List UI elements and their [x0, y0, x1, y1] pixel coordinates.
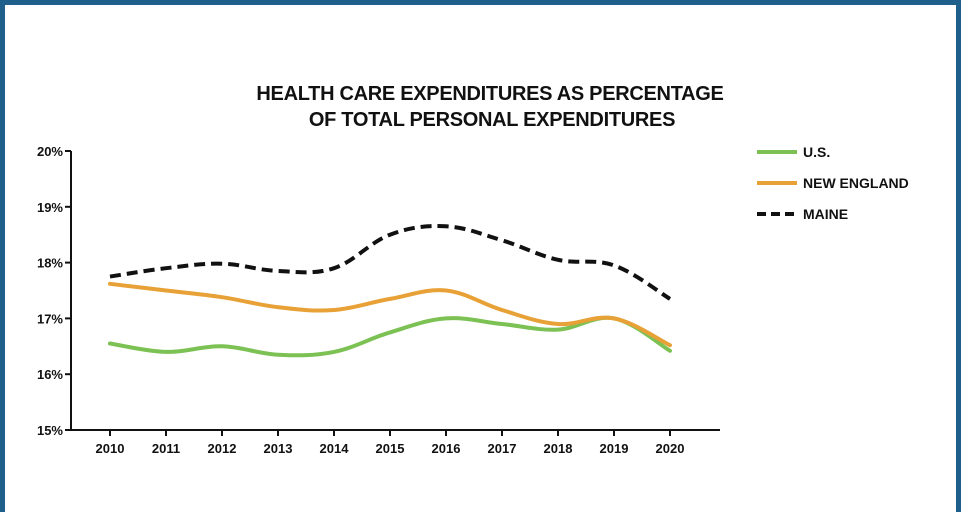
series-line-maine: [109, 224, 672, 301]
x-tick-label: 2020: [656, 441, 685, 456]
y-tick-label: 20%: [37, 144, 63, 159]
chart-title: HEALTH CARE EXPENDITURES AS PERCENTAGE O…: [256, 83, 723, 131]
series-layer: [108, 224, 672, 358]
y-tick-label: 18%: [37, 256, 63, 271]
y-tick-label: 16%: [37, 367, 63, 382]
x-tick-label: 2011: [152, 441, 180, 456]
x-tick-label: 2016: [432, 441, 461, 456]
chart-title-line-1: HEALTH CARE EXPENDITURES AS PERCENTAGE: [256, 83, 723, 105]
axes: 15% 16% 17% 18% 19% 20% 2010 2011 2012 2013 2014 20…: [37, 144, 720, 456]
series-line-new-england: [108, 281, 672, 348]
x-tick-label: 2017: [488, 441, 517, 456]
x-tick-label: 2014: [320, 441, 350, 456]
x-tick-label: 2018: [544, 441, 573, 456]
legend: U.S. NEW ENGLAND MAINE: [757, 144, 909, 222]
legend-label: U.S.: [803, 144, 830, 160]
series-line-u-s: [108, 315, 672, 358]
legend-label: MAINE: [803, 206, 848, 222]
x-tick-label: 2019: [600, 441, 629, 456]
x-tick-label: 2015: [376, 441, 405, 456]
legend-label: NEW ENGLAND: [803, 175, 909, 191]
y-tick-label: 17%: [37, 311, 63, 326]
x-tick-label: 2012: [208, 441, 237, 456]
line-chart: HEALTH CARE EXPENDITURES AS PERCENTAGE O…: [37, 83, 909, 456]
x-tick-label: 2013: [264, 441, 293, 456]
x-tick-label: 2010: [96, 441, 125, 456]
y-tick-label: 15%: [37, 423, 63, 438]
y-tick-label: 19%: [37, 200, 63, 215]
chart-title-line-2: OF TOTAL PERSONAL EXPENDITURES: [309, 109, 675, 131]
